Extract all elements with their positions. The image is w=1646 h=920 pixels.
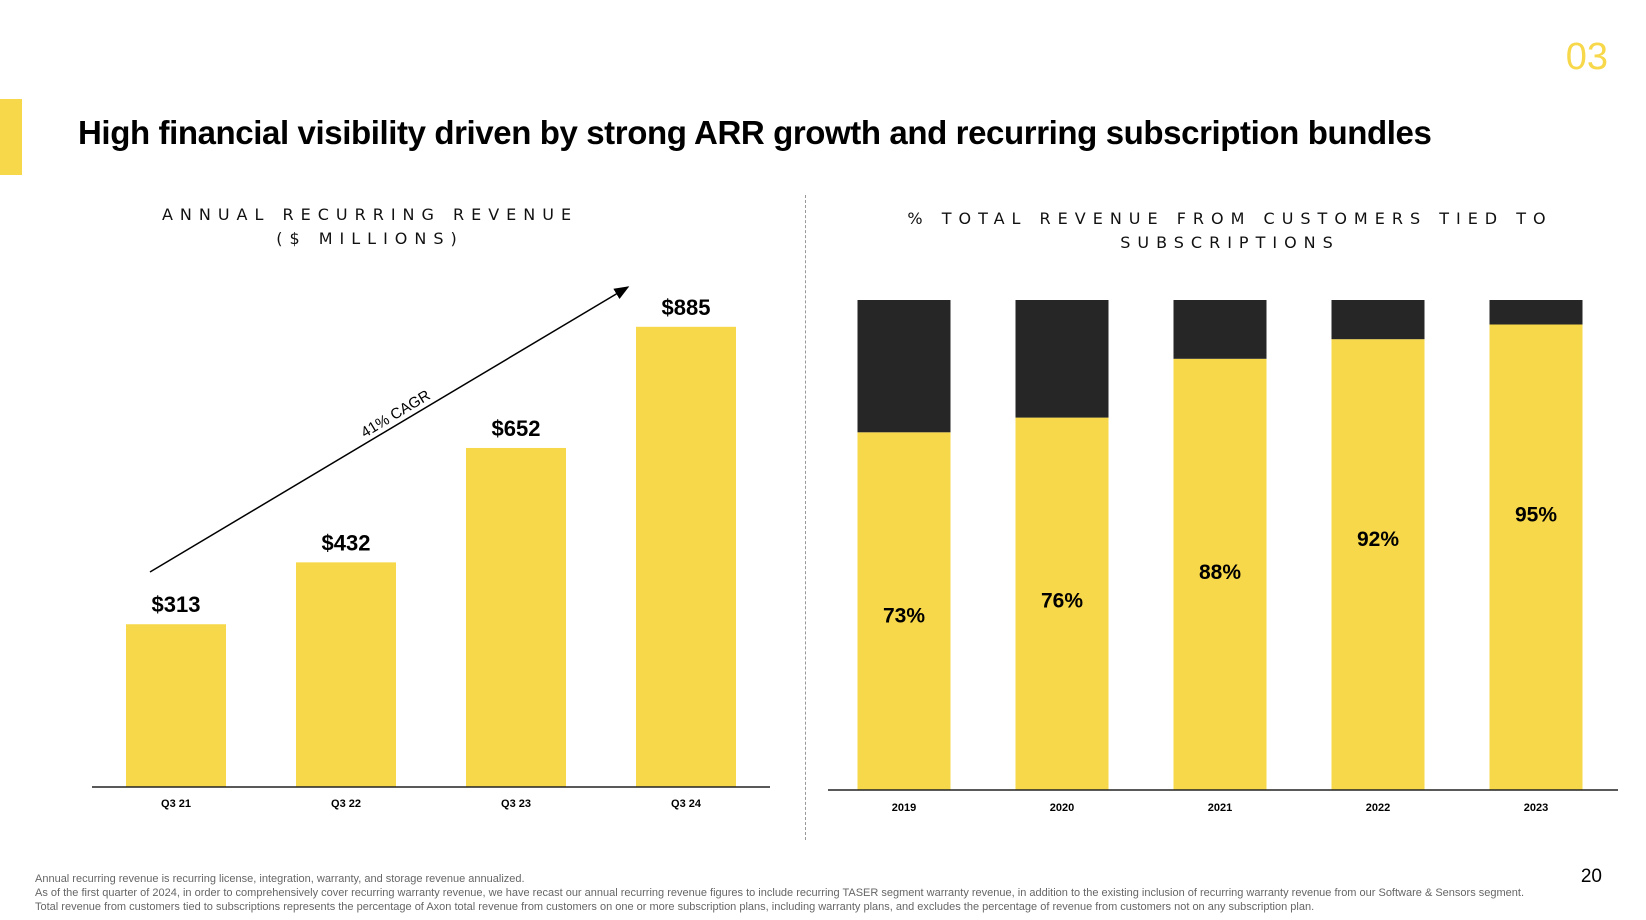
accent-bar — [0, 99, 22, 175]
arr-bar — [466, 447, 566, 787]
arr-x-tick-label: Q3 22 — [331, 798, 361, 810]
arr-bar — [636, 326, 736, 787]
subscription-bar-segment — [857, 432, 951, 790]
non-subscription-bar-segment — [1489, 300, 1583, 325]
non-subscription-bar-segment — [1015, 300, 1109, 418]
footnote-line: Annual recurring revenue is recurring li… — [35, 873, 525, 885]
arr-chart: $313 Q3 21 $432 Q3 22 $652 Q3 23 $885 Q3 24 41% … — [92, 286, 770, 810]
page-title: High financial visibility driven by stro… — [78, 114, 1432, 151]
arr-chart-title-line1: ANNUAL RECURRING REVENUE — [161, 205, 579, 224]
footnotes: Annual recurring revenue is recurring li… — [35, 872, 1545, 914]
subscription-chart-title-line2: SUBSCRIPTIONS — [1120, 233, 1340, 252]
subscription-bar-label: 88% — [1199, 561, 1241, 584]
arr-chart-title: ANNUAL RECURRING REVENUE ($ MILLIONS) — [150, 203, 590, 251]
arr-x-tick-label: Q3 21 — [161, 798, 191, 810]
arr-bar — [296, 562, 396, 787]
arr-bar-label: $885 — [662, 295, 711, 320]
subscription-x-tick-label: 2023 — [1524, 802, 1548, 814]
cagr-arrow — [149, 286, 630, 573]
non-subscription-bar-segment — [857, 300, 951, 433]
footnote-line: Total revenue from customers tied to sub… — [35, 901, 1315, 913]
arr-chart-title-line2: ($ MILLIONS) — [276, 229, 464, 248]
non-subscription-bar-segment — [1331, 300, 1425, 340]
arr-bar-label: $432 — [322, 530, 371, 555]
subscription-bar-label: 92% — [1357, 528, 1399, 551]
subscription-bar-segment — [1489, 324, 1583, 790]
page-number: 20 — [1580, 866, 1602, 887]
arr-bar-label: $652 — [492, 416, 541, 441]
arr-x-tick-label: Q3 23 — [501, 798, 531, 810]
subscription-bar-segment — [1331, 339, 1425, 790]
subscription-bar-label: 76% — [1041, 590, 1083, 613]
subscription-chart-title-line1: % TOTAL REVENUE FROM CUSTOMERS TIED TO — [907, 209, 1553, 228]
subscription-bar-label: 95% — [1515, 503, 1557, 526]
section-number: 03 — [1565, 36, 1608, 78]
subscription-chart-title: % TOTAL REVENUE FROM CUSTOMERS TIED TO S… — [890, 207, 1570, 255]
subscription-bar-label: 73% — [883, 604, 925, 627]
subscription-bar-segment — [1015, 417, 1109, 790]
subscription-x-tick-label: 2020 — [1050, 802, 1074, 814]
non-subscription-bar-segment — [1173, 300, 1267, 359]
subscription-x-tick-label: 2022 — [1366, 802, 1390, 814]
arr-bar-label: $313 — [152, 592, 201, 617]
arr-bar — [126, 624, 226, 787]
footnote-line: As of the first quarter of 2024, in orde… — [35, 887, 1524, 899]
arr-x-tick-label: Q3 24 — [671, 798, 702, 810]
subscription-x-tick-label: 2021 — [1208, 802, 1232, 814]
subscription-bar-segment — [1173, 358, 1267, 790]
subscription-chart: 73% 2019 76% 2020 88% 2021 92% 2022 95% 2023 — [828, 300, 1618, 814]
chart-divider — [805, 195, 806, 840]
subscription-x-tick-label: 2019 — [892, 802, 916, 814]
cagr-annotation: 41% CAGR — [358, 387, 433, 442]
